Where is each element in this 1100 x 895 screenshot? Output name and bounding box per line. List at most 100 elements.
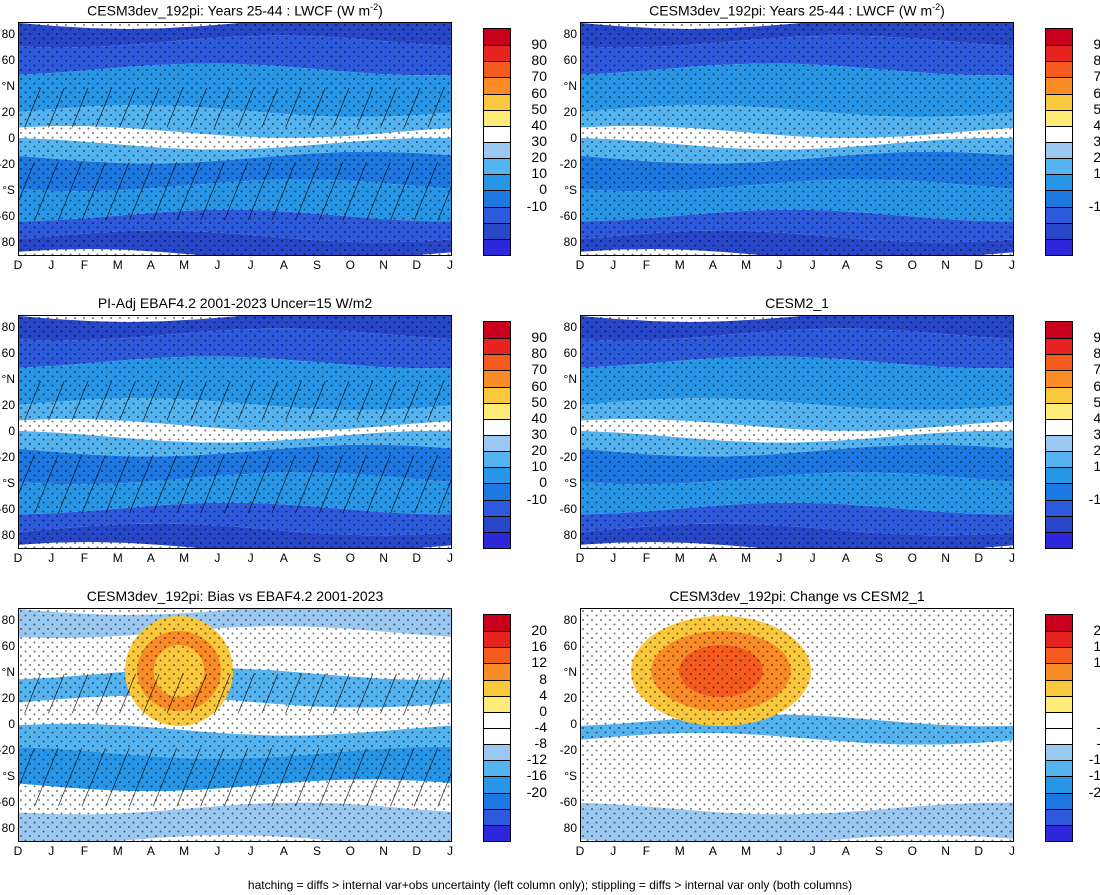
x-tick-label: J bbox=[776, 551, 783, 565]
x-tick-label: D bbox=[575, 844, 585, 858]
contour-field bbox=[581, 23, 1013, 255]
x-tick-label: N bbox=[941, 844, 950, 858]
contour-field bbox=[581, 609, 1013, 841]
y-tick-label: °N bbox=[1, 372, 15, 386]
hatching-overlay bbox=[19, 162, 451, 221]
map-plot-area bbox=[18, 315, 452, 549]
y-tick-label: 60 bbox=[563, 346, 577, 360]
panel-title-tail: ) bbox=[940, 2, 945, 19]
map-plot-area bbox=[580, 608, 1014, 842]
x-tick-label: D bbox=[13, 844, 23, 858]
colorbar-label: 12 bbox=[531, 654, 547, 671]
colorbar-label: 80 bbox=[531, 52, 547, 69]
x-tick-label: A bbox=[279, 844, 288, 858]
x-tick-label: A bbox=[841, 258, 850, 272]
colorbar-label: -4 bbox=[534, 719, 547, 735]
x-tick-label: J bbox=[610, 551, 617, 565]
colorbar-swatch bbox=[1046, 61, 1072, 78]
colorbar-label: 60 bbox=[1093, 84, 1100, 101]
x-tick-label: O bbox=[907, 258, 917, 272]
colorbar-swatch bbox=[1046, 615, 1072, 632]
y-tick-label: 80 bbox=[563, 821, 577, 835]
colorbar-label: 16 bbox=[1093, 638, 1100, 655]
colorbar-label: 0 bbox=[1069, 474, 1100, 490]
colorbar-label: 50 bbox=[531, 100, 547, 117]
y-tick-label: -20 bbox=[559, 743, 577, 757]
y-tick-label: 80 bbox=[563, 27, 577, 41]
x-tick-label: A bbox=[841, 551, 850, 565]
x-tick-label: J bbox=[809, 258, 816, 272]
colorbar-label: 80 bbox=[1093, 52, 1100, 69]
y-tick-label: 20 bbox=[1, 398, 15, 412]
colorbar-swatch bbox=[484, 77, 510, 94]
colorbar-swatch bbox=[1046, 125, 1072, 142]
colorbar-swatch bbox=[1046, 322, 1072, 339]
x-tick-label: J bbox=[214, 551, 221, 565]
x-tick-label: F bbox=[80, 551, 89, 565]
colorbar-label: -8 bbox=[1069, 735, 1100, 751]
map-panel-2: CESM3dev_192pi: Years 25-44 : LWCF (W m-… bbox=[560, 0, 1100, 290]
y-tick-label: 80 bbox=[1, 235, 15, 249]
x-tick-label: S bbox=[875, 844, 884, 858]
x-tick-label: D bbox=[974, 258, 984, 272]
colorbar-label: 50 bbox=[1093, 393, 1100, 410]
stippling-overlay bbox=[19, 316, 451, 548]
colorbar-swatch bbox=[484, 354, 510, 371]
x-tick-label: J bbox=[247, 844, 254, 858]
x-tick-label: O bbox=[345, 844, 355, 858]
x-tick-label: M bbox=[112, 844, 123, 858]
colorbar-swatch bbox=[1046, 354, 1072, 371]
colorbar-label: 80 bbox=[531, 345, 547, 362]
panel-title-superscript: -2 bbox=[370, 2, 379, 12]
x-tick-label: O bbox=[907, 551, 917, 565]
colorbar-swatch bbox=[484, 679, 510, 696]
x-tick-label: F bbox=[80, 258, 89, 272]
colorbar-label: 10 bbox=[1093, 458, 1100, 475]
colorbar-swatch bbox=[1046, 695, 1072, 712]
colorbar-swatch bbox=[484, 808, 510, 825]
x-tick-label: D bbox=[974, 844, 984, 858]
contour-field bbox=[19, 316, 451, 548]
colorbar-swatch bbox=[1046, 174, 1072, 191]
colorbar-swatch bbox=[1046, 824, 1072, 841]
x-tick-label: F bbox=[642, 551, 651, 565]
x-tick-label: J bbox=[48, 551, 55, 565]
x-tick-label: A bbox=[841, 844, 850, 858]
colorbar-swatch bbox=[484, 125, 510, 142]
y-tick-label: 80 bbox=[1, 27, 15, 41]
y-tick-label: 80 bbox=[563, 613, 577, 627]
y-tick-label: -60 bbox=[559, 795, 577, 809]
colorbar-label: 16 bbox=[531, 638, 547, 655]
x-tick-label: J bbox=[214, 258, 221, 272]
panel-title-text: PI-Adj EBAF4.2 2001-2023 Uncer=15 W/m2 bbox=[97, 295, 373, 311]
x-tick-label: D bbox=[575, 551, 585, 565]
colorbar-swatch bbox=[1046, 531, 1072, 548]
panel-title: CESM3dev_192pi: Years 25-44 : LWCF (W m-… bbox=[580, 2, 1014, 22]
colorbar-label: 20 bbox=[531, 622, 547, 639]
colorbar-swatch bbox=[484, 93, 510, 110]
y-tick-label: 80 bbox=[1, 821, 15, 835]
colorbar-label: 0 bbox=[539, 181, 547, 198]
stippling-overlay bbox=[581, 316, 1013, 548]
x-tick-label: O bbox=[345, 258, 355, 272]
panel-title-text: CESM3dev_192pi: Years 25-44 : LWCF (W m bbox=[649, 2, 933, 19]
x-tick-label: N bbox=[941, 258, 950, 272]
colorbar-label: 40 bbox=[1093, 409, 1100, 426]
map-panel-1: CESM3dev_192pi: Years 25-44 : LWCF (W m-… bbox=[0, 0, 548, 290]
colorbar-label: 10 bbox=[1093, 165, 1100, 182]
colorbar-swatch bbox=[1046, 222, 1072, 239]
x-tick-label: S bbox=[875, 258, 884, 272]
colorbar-swatch bbox=[1046, 142, 1072, 159]
y-tick-label: 80 bbox=[1, 613, 15, 627]
colorbar-swatch bbox=[1046, 238, 1072, 255]
colorbar-swatch bbox=[484, 322, 510, 339]
y-tick-label: -20 bbox=[0, 450, 15, 464]
colorbar-swatch bbox=[1046, 435, 1072, 452]
x-tick-label: N bbox=[941, 551, 950, 565]
x-tick-label: D bbox=[575, 258, 585, 272]
colorbar-label: 40 bbox=[1093, 116, 1100, 133]
y-tick-label: 20 bbox=[563, 398, 577, 412]
colorbar-label: 60 bbox=[531, 377, 547, 394]
x-tick-label: D bbox=[412, 551, 422, 565]
colorbar bbox=[1045, 28, 1073, 256]
